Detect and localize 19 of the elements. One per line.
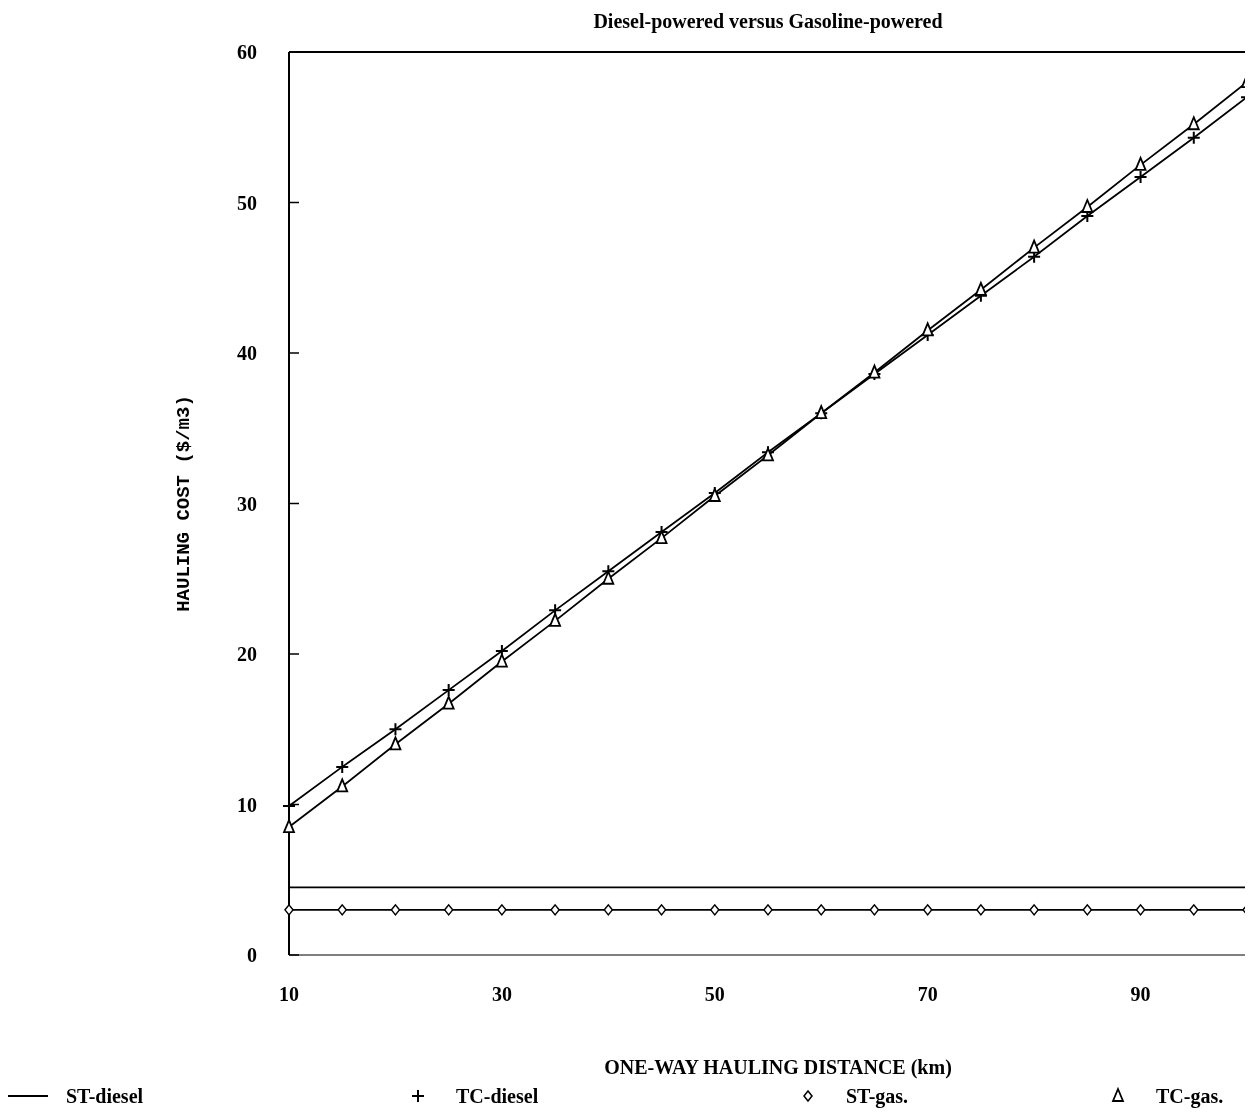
legend-label: TC-diesel <box>456 1085 539 1107</box>
y-tick-label: 30 <box>237 492 257 515</box>
x-tick-label: 50 <box>704 983 725 1005</box>
y-tick-label: 20 <box>237 643 257 665</box>
y-tick-label: 0 <box>247 944 257 966</box>
y-tick-label: 10 <box>237 793 257 816</box>
y-tick-label: 60 <box>237 41 257 63</box>
x-tick-label: 30 <box>491 983 512 1005</box>
x-tick-label: 90 <box>1130 983 1151 1005</box>
y-tick-label: 40 <box>237 342 257 364</box>
x-tick-label: 70 <box>917 983 938 1005</box>
legend-label: ST-diesel <box>66 1085 144 1107</box>
y-tick-label: 50 <box>237 191 257 214</box>
legend-label: TC-gas. <box>1156 1085 1224 1108</box>
legend-label: ST-gas. <box>846 1085 909 1108</box>
x-tick-label: 10 <box>279 983 299 1005</box>
y-axis-title: HAULING COST ($/m3) <box>173 395 195 612</box>
chart-title: Diesel-powered versus Gasoline-powered <box>593 10 943 33</box>
x-axis-title: ONE-WAY HAULING DISTANCE (km) <box>604 1056 952 1079</box>
